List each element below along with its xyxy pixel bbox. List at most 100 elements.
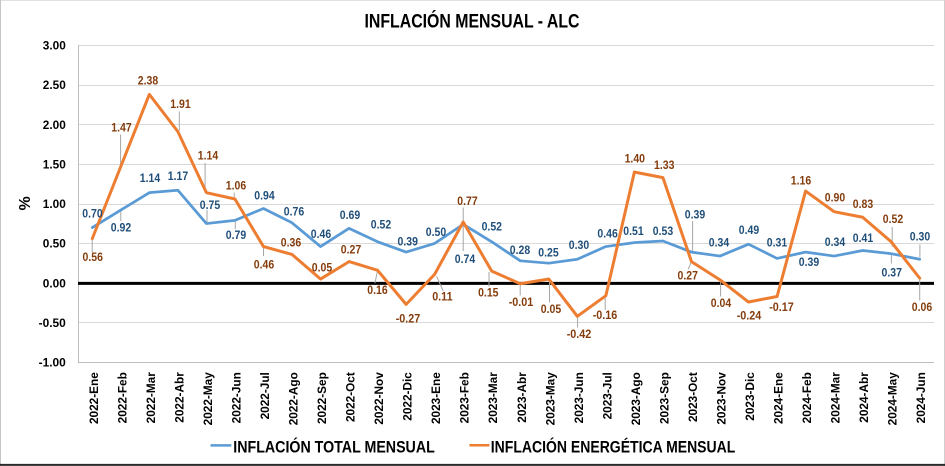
svg-text:2023-Feb: 2023-Feb: [458, 372, 472, 423]
svg-text:2022-May: 2022-May: [201, 372, 215, 426]
svg-text:0.31: 0.31: [767, 238, 788, 250]
svg-text:1.91: 1.91: [170, 99, 191, 111]
svg-text:0.53: 0.53: [653, 226, 673, 238]
svg-text:0.46: 0.46: [597, 228, 617, 240]
svg-text:0.06: 0.06: [912, 302, 932, 314]
svg-text:2022-Abr: 2022-Abr: [172, 372, 186, 423]
svg-text:2023-Ene: 2023-Ene: [429, 372, 443, 424]
svg-text:2022-Dic: 2022-Dic: [401, 372, 415, 421]
svg-text:2.50: 2.50: [43, 78, 66, 92]
svg-text:0.75: 0.75: [200, 200, 221, 212]
svg-text:2023-Abr: 2023-Abr: [515, 372, 529, 423]
svg-text:0.49: 0.49: [739, 225, 759, 237]
svg-text:-1.00: -1.00: [39, 356, 67, 370]
svg-text:0.52: 0.52: [883, 214, 903, 226]
svg-text:2022-Oct: 2022-Oct: [344, 372, 358, 422]
svg-text:2024-Ene: 2024-Ene: [772, 372, 786, 424]
svg-text:2023-Nov: 2023-Nov: [715, 372, 729, 425]
svg-text:-0.17: -0.17: [769, 302, 794, 314]
svg-text:0.39: 0.39: [685, 210, 705, 222]
svg-text:2024-Abr: 2024-Abr: [857, 372, 871, 423]
svg-text:0.76: 0.76: [284, 206, 304, 218]
svg-text:0.79: 0.79: [226, 230, 246, 242]
svg-text:0.41: 0.41: [853, 233, 874, 245]
svg-text:INFLACIÓN ENERGÉTICA MENSUAL: INFLACIÓN ENERGÉTICA MENSUAL: [491, 438, 736, 457]
svg-text:2022-Jun: 2022-Jun: [229, 372, 243, 423]
svg-text:0.92: 0.92: [111, 223, 131, 235]
svg-text:0.50: 0.50: [43, 237, 66, 251]
svg-text:0.90: 0.90: [825, 193, 845, 205]
svg-text:0.50: 0.50: [426, 227, 446, 239]
svg-text:0.05: 0.05: [312, 263, 333, 275]
svg-text:2023-Oct: 2023-Oct: [686, 372, 700, 422]
svg-text:1.14: 1.14: [140, 173, 161, 185]
svg-text:1.50: 1.50: [43, 157, 66, 171]
svg-text:0.30: 0.30: [569, 240, 589, 252]
svg-text:1.40: 1.40: [625, 154, 645, 166]
svg-text:1.33: 1.33: [654, 160, 674, 172]
svg-text:2024-Mar: 2024-Mar: [829, 372, 843, 424]
svg-text:0.30: 0.30: [910, 231, 930, 243]
svg-text:0.52: 0.52: [482, 221, 502, 233]
svg-text:2022-Sep: 2022-Sep: [315, 372, 329, 424]
svg-text:1.17: 1.17: [168, 171, 188, 183]
svg-text:0.70: 0.70: [82, 209, 102, 221]
svg-text:1.14: 1.14: [198, 151, 219, 163]
svg-text:INFLACIÓN MENSUAL - ALC: INFLACIÓN MENSUAL - ALC: [365, 10, 580, 32]
svg-text:1.00: 1.00: [43, 197, 66, 211]
svg-text:-0.42: -0.42: [567, 329, 592, 341]
svg-text:2023-Jul: 2023-Jul: [600, 372, 614, 419]
svg-text:2024-Feb: 2024-Feb: [800, 372, 814, 423]
svg-text:0.69: 0.69: [340, 210, 360, 222]
svg-text:-0.27: -0.27: [396, 313, 421, 325]
svg-text:2024-Jun: 2024-Jun: [914, 372, 928, 423]
svg-text:%: %: [17, 196, 34, 210]
svg-text:0.39: 0.39: [398, 236, 418, 248]
svg-text:0.46: 0.46: [254, 260, 274, 272]
svg-text:2022-Nov: 2022-Nov: [372, 372, 386, 425]
svg-text:0.51: 0.51: [623, 226, 644, 238]
svg-text:2023-Ago: 2023-Ago: [629, 372, 643, 425]
svg-text:2023-Dic: 2023-Dic: [743, 372, 757, 421]
svg-text:0.28: 0.28: [510, 245, 531, 257]
svg-text:-0.16: -0.16: [593, 310, 618, 322]
svg-text:0.77: 0.77: [457, 196, 477, 208]
svg-text:2022-Ene: 2022-Ene: [87, 372, 101, 424]
svg-text:2023-Sep: 2023-Sep: [657, 372, 671, 424]
svg-text:0.11: 0.11: [432, 292, 453, 304]
svg-text:2022-Jul: 2022-Jul: [258, 372, 272, 419]
svg-text:1.47: 1.47: [111, 123, 131, 135]
svg-text:0.37: 0.37: [882, 267, 902, 279]
svg-text:2022-Mar: 2022-Mar: [144, 372, 158, 424]
svg-text:0.94: 0.94: [254, 191, 275, 203]
svg-text:0.27: 0.27: [341, 245, 361, 257]
svg-text:0.27: 0.27: [678, 270, 698, 282]
svg-text:0.52: 0.52: [371, 220, 391, 232]
svg-text:0.36: 0.36: [281, 237, 301, 249]
svg-text:0.74: 0.74: [455, 254, 476, 266]
svg-text:0.56: 0.56: [83, 252, 103, 264]
svg-text:0.46: 0.46: [311, 229, 331, 241]
svg-text:0.15: 0.15: [478, 288, 499, 300]
svg-text:0.34: 0.34: [709, 238, 730, 250]
svg-text:3.00: 3.00: [43, 39, 66, 53]
svg-text:0.25: 0.25: [538, 247, 559, 259]
svg-text:2023-Mar: 2023-Mar: [486, 372, 500, 424]
svg-text:-0.50: -0.50: [39, 316, 67, 330]
svg-text:2023-May: 2023-May: [543, 372, 557, 426]
svg-text:0.16: 0.16: [367, 285, 387, 297]
svg-text:2022-Ago: 2022-Ago: [287, 372, 301, 425]
svg-text:0.39: 0.39: [799, 257, 819, 269]
svg-text:1.06: 1.06: [226, 181, 246, 193]
svg-text:1.16: 1.16: [791, 176, 811, 188]
svg-text:2.38: 2.38: [138, 76, 159, 88]
svg-text:2022-Feb: 2022-Feb: [115, 372, 129, 423]
svg-text:-0.01: -0.01: [509, 297, 534, 309]
svg-text:0.34: 0.34: [825, 237, 846, 249]
svg-text:INFLACIÓN TOTAL MENSUAL: INFLACIÓN TOTAL MENSUAL: [233, 438, 434, 457]
svg-text:0.83: 0.83: [853, 199, 873, 211]
svg-text:-0.24: -0.24: [737, 311, 762, 323]
svg-text:0.00: 0.00: [43, 276, 66, 290]
svg-text:0.05: 0.05: [541, 304, 562, 316]
svg-text:2023-Jun: 2023-Jun: [572, 372, 586, 423]
